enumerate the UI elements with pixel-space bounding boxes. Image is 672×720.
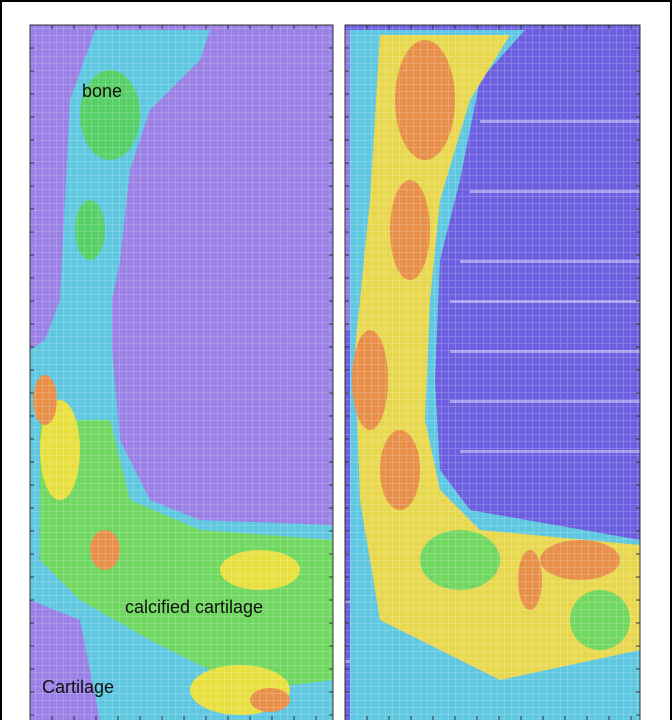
annotation: Cartilage	[42, 677, 114, 697]
right-map	[345, 25, 640, 720]
pixel-grid	[345, 25, 640, 720]
annotation: calcified cartilage	[125, 597, 263, 617]
annotation: bone	[82, 81, 122, 101]
figure: bone calcified cartilage Cartilage	[0, 0, 672, 720]
